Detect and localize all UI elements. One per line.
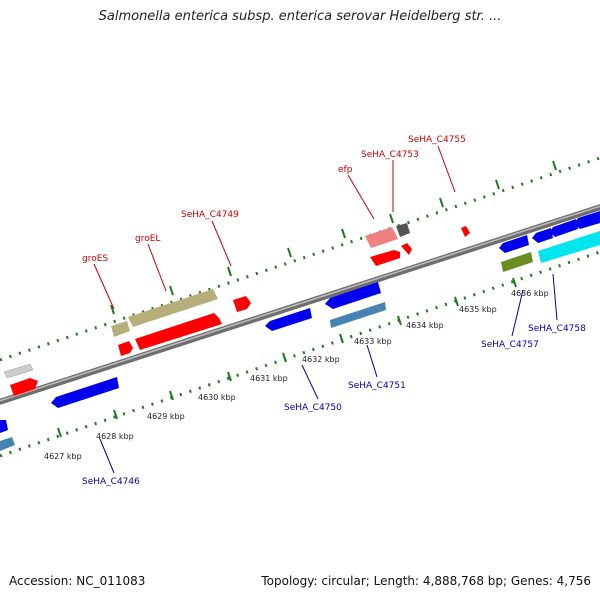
scale-label: 4627 kbp [44,452,82,461]
map-title: Salmonella enterica subsp. enterica sero… [98,9,502,24]
gene-label: SeHA_C4749 [181,210,239,220]
gene-label: efp [338,165,353,175]
gene-label: SeHA_C4746 [82,477,140,487]
scale-label: 4628 kbp [96,432,134,441]
gene-arrow [501,252,533,272]
gene-arrow [3,363,34,379]
scale-label: 4629 kbp [147,412,185,421]
scale-label: 4635 kbp [459,305,497,314]
gene-arrow [532,228,553,243]
forward-genes [3,223,470,396]
scale-label: 4630 kbp [198,393,236,402]
gene-arrow [233,296,251,312]
gene-label: SeHA_C4750 [284,403,342,413]
gene-arrow [365,227,398,248]
gene-arrow [325,282,381,309]
gene-arrow [128,289,218,327]
gene-arrow [118,341,133,356]
reverse-genes [0,211,600,451]
gene-arrow [550,219,578,237]
gene-arrow [499,235,529,253]
gene-arrow [574,211,600,229]
gene-arrow [538,231,600,263]
gene-arrow [370,250,400,266]
gene-arrow [0,420,8,433]
scale-label: 4636 kbp [511,289,549,298]
scale-labels: 4627 kbp 4628 kbp 4629 kbp 4630 kbp 4631… [44,289,549,461]
gene-label: SeHA_C4758 [528,324,586,334]
gene-arrow [265,308,312,331]
gene-label: SeHA_C4757 [481,340,539,350]
gene-label: SeHA_C4753 [361,150,419,160]
gene-label: SeHA_C4751 [348,381,406,391]
gene-arrow [51,377,119,408]
gene-labels: groES groEL SeHA_C4749 efp SeHA_C4753 Se… [82,135,586,487]
gene-arrow [461,226,470,237]
gene-label: groEL [135,234,160,244]
gene-arrow [111,321,130,337]
scale-label: 4632 kbp [302,355,340,364]
gene-arrow [135,313,222,350]
gene-label: groES [82,254,108,264]
gene-arrow [10,378,38,396]
gene-arrow [0,437,15,451]
label-connectors [93,145,558,474]
accession-text: Accession: NC_011083 [9,574,146,588]
summary-text: Topology: circular; Length: 4,888,768 bp… [261,574,591,588]
scale-label: 4633 kbp [354,337,392,346]
scale-label: 4631 kbp [250,374,288,383]
gene-arrow [396,223,410,237]
genome-backbone [0,204,600,405]
scale-ticks [57,160,557,438]
gene-arrow [401,243,412,255]
gene-label: SeHA_C4755 [408,135,466,145]
gene-arrow [330,302,386,328]
scale-label: 4634 kbp [406,321,444,330]
